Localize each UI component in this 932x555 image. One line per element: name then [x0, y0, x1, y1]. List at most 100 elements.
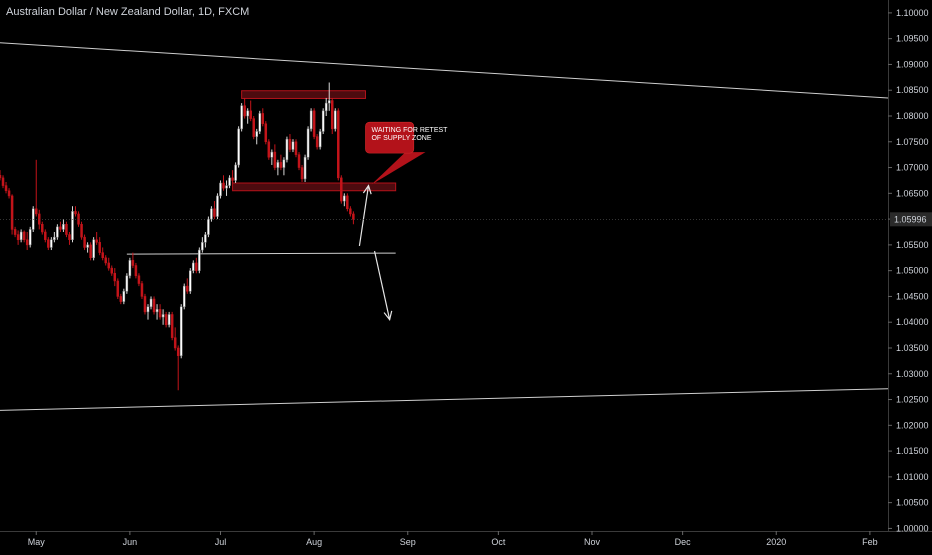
candle-body	[261, 113, 265, 124]
candle	[62, 219, 65, 232]
candle-body	[53, 236, 56, 240]
candle	[19, 229, 23, 243]
y-tick-label: 1.07000	[896, 163, 929, 173]
candle	[10, 194, 14, 235]
candle-body	[213, 208, 216, 217]
candle-body	[86, 244, 89, 248]
candle-body	[198, 249, 201, 271]
candle-body	[47, 239, 50, 248]
candle-body	[110, 267, 114, 274]
candle	[107, 257, 110, 271]
candle-body	[161, 314, 165, 318]
candle	[327, 82, 331, 111]
callout-text-line: OF SUPPLY ZONE	[371, 135, 431, 142]
candle-body	[170, 314, 174, 338]
drawing-zones	[232, 90, 397, 192]
candle	[324, 97, 328, 116]
arrow-head	[383, 310, 393, 321]
candle	[198, 247, 201, 274]
candle-body	[343, 195, 346, 202]
candle-body	[95, 239, 98, 243]
x-tick-label: Jun	[123, 537, 138, 547]
candle	[56, 224, 59, 240]
candle	[104, 255, 107, 266]
candle-body	[186, 285, 189, 292]
candle	[309, 108, 313, 132]
candle-body	[98, 242, 101, 253]
candle-body	[246, 110, 249, 117]
candle	[225, 180, 228, 196]
candle-body	[349, 208, 352, 215]
candle	[282, 157, 286, 176]
candle-body	[240, 105, 243, 130]
candle	[92, 237, 95, 261]
candle-body	[113, 272, 117, 282]
y-tick-label: 1.01000	[896, 472, 929, 482]
callout-text-line: WAITING FOR RETEST	[371, 127, 448, 134]
candle	[288, 134, 292, 153]
candle	[222, 175, 225, 191]
candle-body	[44, 231, 47, 240]
support-line	[126, 252, 396, 255]
candle	[119, 293, 123, 305]
candle-body	[25, 239, 29, 246]
candle-body	[252, 118, 255, 137]
candle-body	[291, 141, 295, 150]
candle	[113, 268, 117, 287]
candle-body	[92, 239, 95, 259]
candle	[192, 260, 195, 274]
candle-body	[125, 275, 129, 292]
candle-body	[207, 218, 210, 235]
arrow-shaft	[373, 250, 391, 320]
candle	[1, 175, 5, 189]
candle-body	[10, 195, 14, 230]
candle	[89, 242, 92, 261]
candle	[134, 262, 138, 279]
candle	[167, 311, 171, 328]
candle	[146, 304, 150, 320]
candle-body	[158, 309, 162, 318]
callout-box	[365, 121, 415, 154]
last-price-badge	[890, 212, 932, 227]
x-tick-label: Nov	[584, 537, 601, 547]
candle-body	[330, 100, 334, 130]
candle	[0, 170, 2, 181]
y-tick-label: 1.03000	[896, 369, 929, 379]
candle-body	[89, 244, 92, 259]
candle-body	[195, 262, 198, 271]
candle-body	[134, 265, 138, 277]
x-tick-label: Dec	[675, 537, 692, 547]
candle	[158, 304, 162, 320]
candle-body	[122, 291, 126, 302]
candle	[65, 221, 68, 238]
candle	[231, 170, 234, 184]
retest-zone	[232, 182, 397, 192]
candle-body	[22, 231, 26, 240]
candle-body	[107, 262, 110, 269]
candle-body	[210, 208, 213, 220]
candle	[176, 345, 180, 391]
candle-body	[321, 110, 325, 132]
candle-body	[282, 159, 286, 168]
candle	[276, 159, 280, 176]
candle-body	[337, 110, 340, 179]
up-arrow	[358, 184, 372, 246]
candle	[285, 136, 289, 163]
drawing-arrows	[358, 184, 393, 321]
candle-body	[327, 100, 331, 104]
candles	[0, 82, 355, 391]
candle	[59, 221, 62, 232]
candle-body	[297, 154, 301, 168]
candle-body	[28, 229, 32, 246]
candle-body	[264, 123, 268, 143]
candle-body	[1, 177, 5, 186]
candle	[246, 108, 249, 124]
candle	[182, 283, 186, 310]
candle	[22, 230, 26, 243]
drawing-lines	[0, 42, 889, 411]
upper-trendline	[0, 42, 889, 99]
candle	[50, 237, 53, 251]
candle-body	[155, 309, 159, 313]
